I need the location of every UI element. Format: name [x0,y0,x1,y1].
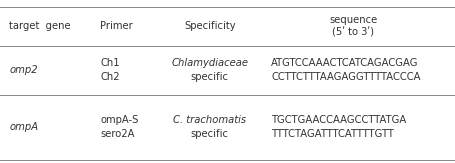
Text: Primer: Primer [100,21,133,31]
Text: CCTTCTTTAAGAGGTTTTACCCA: CCTTCTTTAAGAGGTTTTACCCA [271,72,420,82]
Text: target  gene: target gene [9,21,71,31]
Text: ompA: ompA [9,122,38,132]
Text: TTTCTAGATTTCATTTTGTT: TTTCTAGATTTCATTTTGTT [271,129,393,140]
Text: Specificity: Specificity [183,21,235,31]
Text: omp2: omp2 [9,65,38,75]
Text: ATGTCCAAACTCATCAGACGAG: ATGTCCAAACTCATCAGACGAG [271,58,418,68]
Text: ompA-S: ompA-S [100,115,138,125]
Text: sero2A: sero2A [100,129,135,140]
Text: specific: specific [190,72,228,82]
Text: Ch1: Ch1 [100,58,120,68]
Text: Chlamydiaceae: Chlamydiaceae [171,58,248,68]
Text: TGCTGAACCAAGCCTTATGA: TGCTGAACCAAGCCTTATGA [271,115,406,125]
Text: C. trachomatis: C. trachomatis [173,115,246,125]
Text: sequence
(5ʹ to 3ʹ): sequence (5ʹ to 3ʹ) [329,15,377,37]
Text: Ch2: Ch2 [100,72,120,82]
Text: specific: specific [190,129,228,140]
